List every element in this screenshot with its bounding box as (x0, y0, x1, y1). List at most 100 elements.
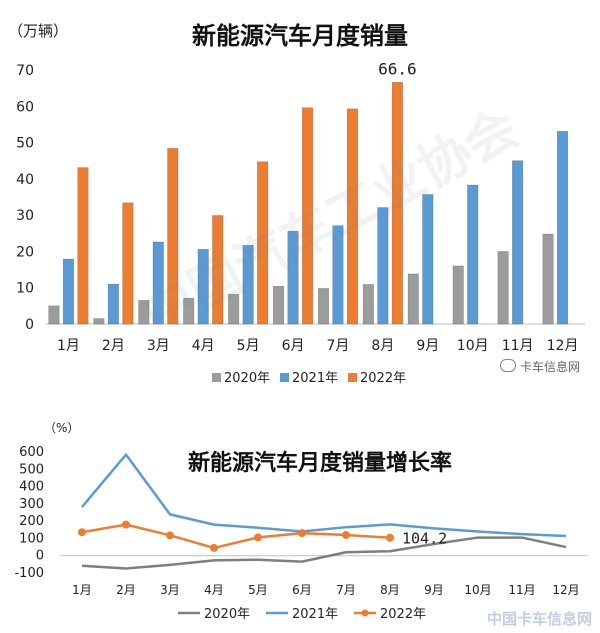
y-tick-label: 70 (16, 63, 34, 79)
y-tick-label: 50 (16, 136, 34, 152)
x-tick-label: 10月 (464, 583, 491, 597)
point-2022年-2月 (122, 520, 130, 529)
bar-2020年-7月 (317, 288, 330, 325)
bar-2020年-9月 (407, 273, 419, 325)
x-tick-label: 9月 (416, 338, 439, 354)
x-tick-label: 4月 (204, 583, 224, 597)
bar-2022年-2月 (122, 202, 134, 325)
x-tick-label: 7月 (326, 338, 349, 354)
point-2022年-6月 (298, 529, 306, 538)
y-tick-label: 200 (19, 514, 44, 529)
bar-2021年-5月 (242, 244, 254, 325)
y-tick-label: 10 (16, 281, 34, 297)
y-tick-label: 40 (16, 172, 34, 188)
x-tick-label: 8月 (380, 583, 400, 597)
bar-2022年-3月 (167, 148, 179, 325)
legend-swatch (348, 373, 357, 382)
chart-title: 新能源汽车月度销量增长率 (188, 450, 452, 476)
y-tick-label: 0 (25, 317, 34, 333)
x-tick-label: 6月 (282, 338, 305, 354)
source-text: 卡车信息网 (519, 360, 580, 374)
x-tick-label: 1月 (72, 583, 92, 597)
legend-label: 2021年 (292, 607, 338, 622)
series-line-2021年 (81, 453, 567, 538)
x-tick-label: 11月 (502, 338, 534, 354)
bar-2021年-10月 (467, 184, 479, 325)
bar-2021年-7月 (332, 225, 344, 325)
legend-swatch (212, 373, 221, 382)
legend-marker (361, 609, 369, 617)
y-tick-label: 30 (16, 208, 34, 224)
y-tick-label: 60 (16, 99, 34, 115)
point-2022年-4月 (210, 543, 218, 552)
y-tick-label: 600 (19, 445, 44, 460)
bar-2022年-7月 (346, 108, 359, 325)
x-tick-label: 6月 (292, 583, 312, 597)
bar-2020年-11月 (497, 251, 509, 325)
x-tick-label: 11月 (508, 583, 535, 597)
source-label: 卡车信息网 (499, 358, 580, 375)
data-label: 66.6 (378, 59, 417, 78)
x-tick-label: 2月 (102, 338, 125, 354)
point-2022年-7月 (342, 530, 350, 539)
legend-label: 2022年 (380, 607, 426, 622)
bar-2021年-6月 (287, 230, 299, 325)
bar-2020年-5月 (228, 293, 240, 325)
bar-2021年-8月 (377, 207, 389, 325)
x-tick-label: 9月 (424, 583, 444, 597)
x-tick-label: 12月 (547, 338, 579, 354)
bar-2021年-1月 (62, 258, 75, 325)
bar-2020年-8月 (362, 284, 374, 325)
y-tick-label: 0 (36, 549, 44, 564)
bar-2020年-2月 (93, 318, 105, 325)
x-tick-label: 12月 (552, 583, 579, 597)
bar-2021年-4月 (197, 248, 209, 325)
bar-2021年-2月 (107, 283, 119, 325)
bar-2020年-12月 (542, 233, 554, 325)
bar-2021年-9月 (422, 194, 434, 325)
y-tick-label: -100 (14, 566, 44, 581)
data-label: 104.2 (402, 530, 447, 548)
x-tick-label: 3月 (160, 583, 180, 597)
x-tick-label: 1月 (57, 338, 80, 354)
bar-2022年-6月 (301, 107, 314, 325)
bar-2022年-8月 (391, 82, 403, 325)
x-tick-label: 7月 (336, 583, 356, 597)
y-axis-unit-label: （万辆） (8, 22, 68, 40)
monthly-sales-chart: 新能源汽车月度销量 （万辆） 0 10 20 30 40 50 60 70 1月 2月 3月 4月 5月 6月… (8, 22, 585, 386)
chart-title: 新能源汽车月度销量 (192, 22, 408, 50)
bar-2022年-5月 (257, 161, 269, 325)
legend-label: 2020年 (224, 371, 270, 386)
point-2022年-1月 (78, 528, 86, 537)
y-tick-label: 400 (19, 480, 44, 495)
y-tick-label: 500 (19, 462, 44, 477)
bar-2021年-11月 (512, 160, 524, 325)
x-tick-label: 4月 (192, 338, 215, 354)
point-2022年-3月 (166, 531, 174, 540)
series-line-2020年 (81, 536, 567, 570)
bar-2021年-3月 (152, 241, 164, 325)
point-2022年-8月 (386, 533, 394, 542)
bar-2020年-6月 (272, 285, 285, 325)
bar-2020年-1月 (48, 305, 60, 325)
monthly-sales-svg: 新能源汽车月度销量 （万辆） 0 10 20 30 40 50 60 70 1月 2月 3月 4月 5月 6月… (8, 22, 585, 386)
bar-2020年-10月 (452, 265, 464, 325)
corner-logo: 中国卡车信息网 (486, 610, 592, 628)
point-2022年-5月 (254, 533, 262, 542)
legend-label: 2022年 (360, 371, 406, 386)
bar-2022年-4月 (212, 215, 224, 325)
legend-label: 2020年 (204, 607, 250, 622)
y-axis-unit-label: （%） (44, 421, 79, 435)
y-tick-label: 100 (19, 531, 44, 546)
bar-2020年-4月 (183, 297, 195, 325)
x-tick-label: 5月 (237, 338, 260, 354)
series-line-2022年 (81, 523, 391, 550)
bar-2021年-12月 (556, 131, 569, 325)
bar-2020年-3月 (138, 300, 150, 325)
y-tick-label: 300 (19, 497, 44, 512)
bar-2022年-1月 (77, 167, 89, 325)
growth-rate-chart: 新能源汽车月度销量增长率 （%） -100 0 100 200 300 400 500 600 10… (0, 412, 600, 633)
x-tick-label: 8月 (371, 338, 394, 354)
x-tick-label: 3月 (147, 338, 170, 354)
x-tick-label: 5月 (248, 583, 268, 597)
